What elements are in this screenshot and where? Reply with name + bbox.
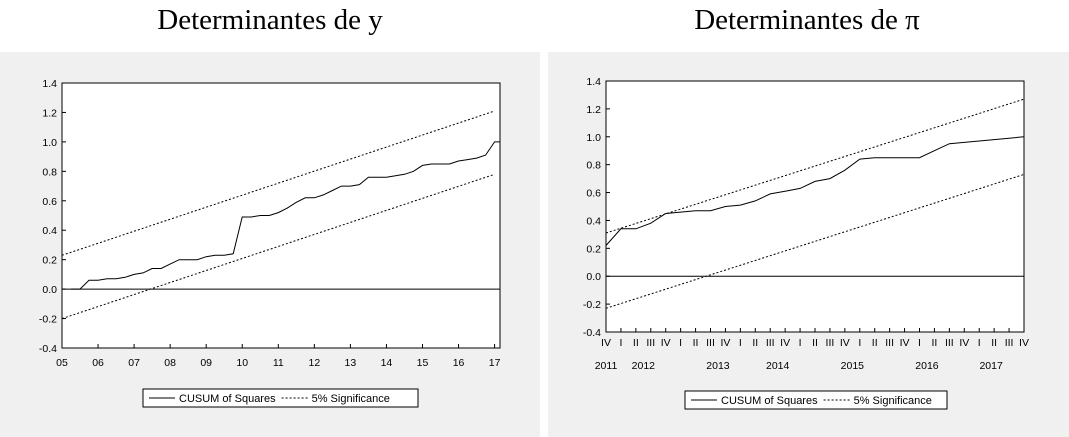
- x-tick-label: II: [633, 337, 639, 349]
- chart-title-right: Determinantes de π: [694, 4, 920, 36]
- y-tick-label: 1.0: [42, 137, 57, 149]
- y-tick-label: -0.4: [583, 327, 601, 339]
- x-tick-label: 09: [200, 357, 212, 369]
- x-year-label: 2014: [766, 360, 790, 372]
- x-tick-label: II: [872, 337, 878, 349]
- x-tick-label: 12: [309, 357, 321, 369]
- x-year-label: 2017: [979, 360, 1003, 372]
- x-tick-label: IV: [780, 337, 790, 349]
- x-tick-label: I: [918, 337, 921, 349]
- y-tick-label: -0.4: [39, 343, 57, 355]
- upper-significance-line-left: [61, 110, 495, 256]
- x-tick-label: II: [752, 337, 758, 349]
- legend-label-significance: 5% Significance: [854, 395, 932, 407]
- y-tick-label: 0.0: [42, 284, 57, 296]
- x-tick-label: 13: [345, 357, 357, 369]
- cusum-line-right: [605, 136, 1025, 246]
- x-tick-label: 08: [164, 357, 176, 369]
- y-tick-label: 1.4: [586, 76, 601, 88]
- y-tick-label: 1.2: [42, 107, 57, 119]
- lower-significance-line-right: [605, 173, 1025, 309]
- x-tick-label: I: [619, 337, 622, 349]
- x-tick-label: I: [799, 337, 802, 349]
- x-tick-label: 05: [56, 357, 68, 369]
- x-tick-label: I: [679, 337, 682, 349]
- x-tick-label: IV: [900, 337, 910, 349]
- y-tick-label: 0.6: [586, 188, 601, 200]
- x-tick-label: IV: [720, 337, 730, 349]
- x-tick-label: IV: [601, 337, 611, 349]
- x-tick-label: III: [826, 337, 835, 349]
- y-tick-label: 0.8: [586, 160, 601, 172]
- cusum-line-left: [71, 141, 500, 290]
- x-tick-label: III: [1005, 337, 1014, 349]
- y-tick-label: -0.2: [39, 314, 57, 326]
- x-tick-label: III: [646, 337, 655, 349]
- y-tick-label: 0.2: [42, 255, 57, 267]
- x-year-label: 2016: [915, 360, 939, 372]
- x-tick-label: 06: [92, 357, 104, 369]
- legend-box-right: [684, 390, 948, 410]
- x-tick-label: II: [932, 337, 938, 349]
- x-tick-label: IV: [661, 337, 671, 349]
- x-tick-label: IV: [1019, 337, 1029, 349]
- x-year-label: 2011: [595, 360, 618, 372]
- upper-significance-line-right: [605, 98, 1025, 234]
- y-tick-label: 1.4: [42, 78, 57, 90]
- x-tick-label: 17: [489, 357, 501, 369]
- x-tick-label: II: [991, 337, 997, 349]
- x-year-label: 2012: [632, 360, 656, 372]
- legend-label-significance: 5% Significance: [312, 393, 390, 405]
- x-tick-label: III: [945, 337, 954, 349]
- x-tick-label: 11: [273, 357, 284, 369]
- y-tick-label: -0.2: [583, 299, 601, 311]
- plot-area-left: [61, 82, 501, 349]
- y-tick-label: 0.6: [42, 196, 57, 208]
- legend-label-cusum: CUSUM of Squares: [721, 395, 818, 407]
- x-tick-label: 15: [417, 357, 429, 369]
- plot-area-right: [605, 80, 1025, 333]
- x-tick-label: I: [858, 337, 861, 349]
- legend-box-left: [142, 388, 419, 408]
- x-year-label: 2015: [841, 360, 865, 372]
- lower-significance-line-left: [61, 173, 495, 320]
- x-tick-label: I: [978, 337, 981, 349]
- x-tick-label: 10: [236, 357, 248, 369]
- y-tick-label: 1.0: [586, 132, 601, 144]
- y-tick-label: 0.4: [586, 215, 601, 227]
- x-tick-label: IV: [959, 337, 969, 349]
- x-tick-label: II: [693, 337, 699, 349]
- y-tick-label: 0.8: [42, 166, 57, 178]
- chart-title-left: Determinantes de y: [157, 4, 383, 36]
- x-tick-label: 07: [128, 357, 140, 369]
- y-tick-label: 0.4: [42, 225, 57, 237]
- x-tick-label: III: [706, 337, 715, 349]
- y-tick-label: 0.2: [586, 243, 601, 255]
- legend-label-cusum: CUSUM of Squares: [179, 393, 276, 405]
- x-tick-label: 16: [453, 357, 465, 369]
- x-tick-label: II: [812, 337, 818, 349]
- y-tick-label: 0.0: [586, 271, 601, 283]
- y-tick-label: 1.2: [586, 104, 601, 116]
- x-tick-label: I: [739, 337, 742, 349]
- x-year-label: 2013: [706, 360, 730, 372]
- x-tick-label: 14: [381, 357, 393, 369]
- x-tick-label: III: [766, 337, 775, 349]
- x-tick-label: IV: [840, 337, 850, 349]
- x-tick-label: III: [885, 337, 894, 349]
